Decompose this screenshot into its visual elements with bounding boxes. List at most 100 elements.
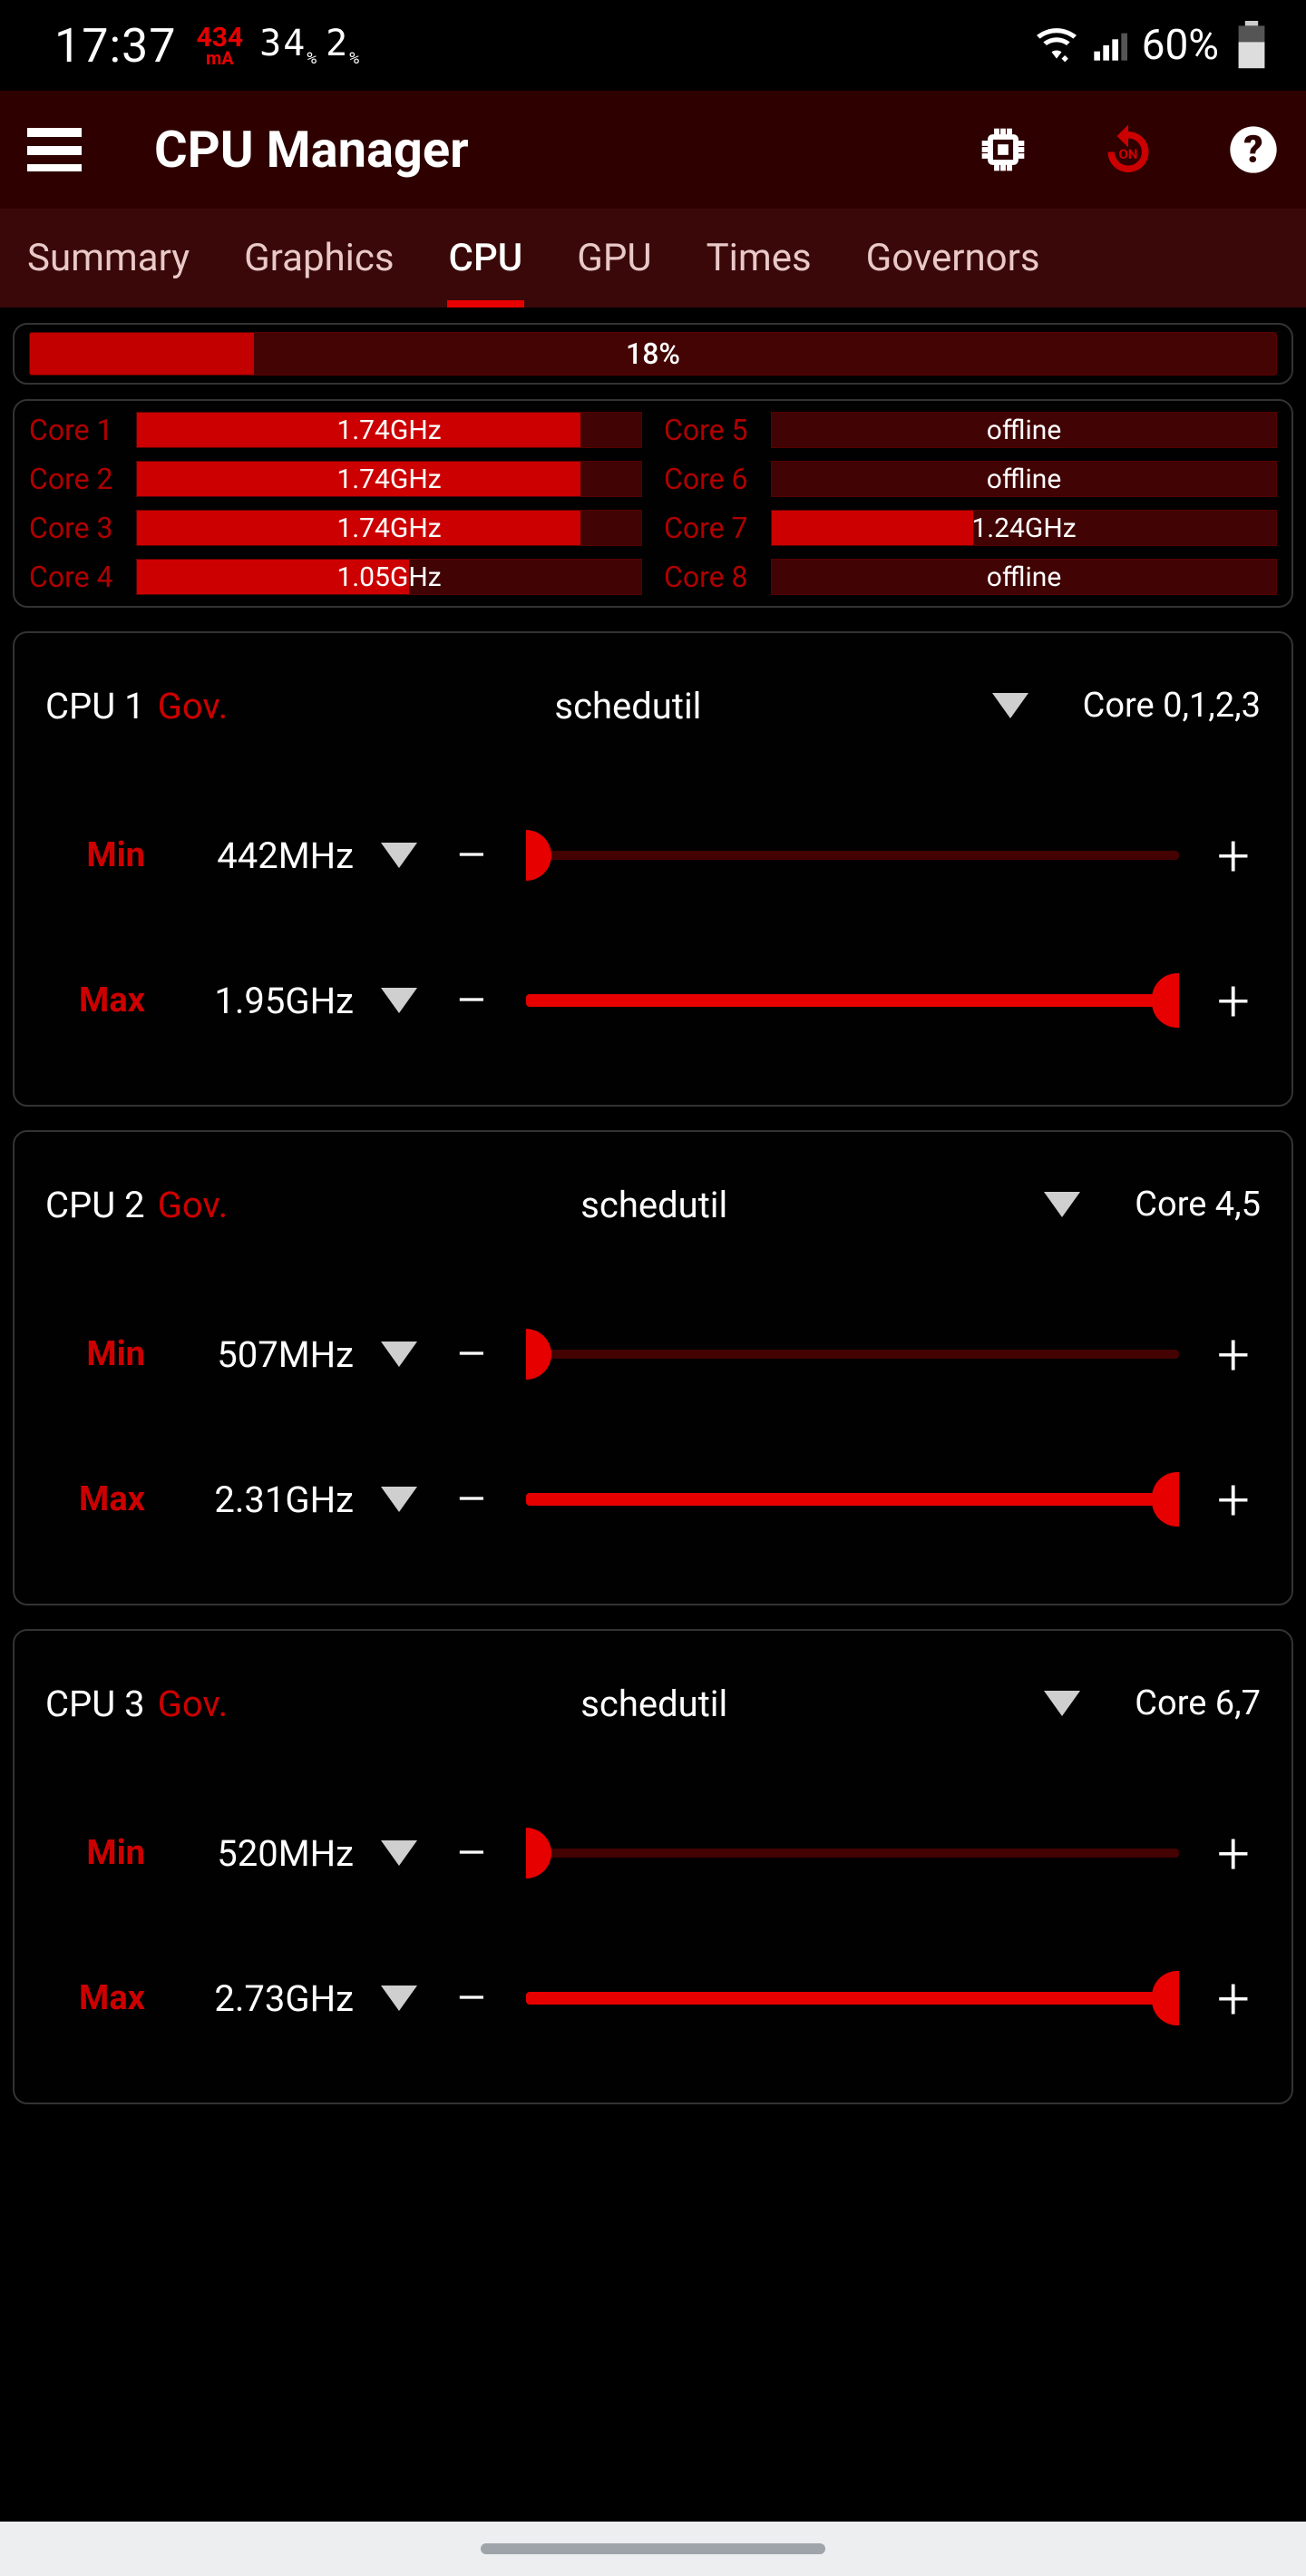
cluster-name: CPU 2	[45, 1184, 145, 1226]
cluster-header: CPU 1Gov.schedutilCore 0,1,2,3	[45, 669, 1261, 742]
max-value[interactable]: 2.73GHz	[172, 1977, 354, 2020]
tab-times[interactable]: Times	[679, 209, 839, 307]
cluster-header: CPU 2Gov.schedutilCore 4,5	[45, 1168, 1261, 1241]
tab-graphics[interactable]: Graphics	[217, 209, 421, 307]
max-label: Max	[45, 981, 145, 1020]
max-value[interactable]: 1.95GHz	[172, 980, 354, 1022]
chevron-down-icon[interactable]	[1044, 1691, 1080, 1716]
core-label: Core 2	[29, 462, 129, 496]
minus-button[interactable]: −	[444, 1820, 499, 1888]
governor-value[interactable]: schedutil	[554, 685, 701, 727]
svg-text:?: ?	[1243, 128, 1262, 172]
plus-button[interactable]: +	[1206, 1820, 1261, 1888]
governor-value[interactable]: schedutil	[580, 1184, 727, 1226]
core-row: Core 71.24GHz	[664, 506, 1277, 550]
wifi-icon	[1037, 25, 1077, 65]
gesture-nav-bar[interactable]	[0, 2522, 1306, 2576]
cluster-cores: Core 6,7	[1135, 1683, 1261, 1723]
chevron-down-icon[interactable]	[992, 693, 1028, 718]
max-slider[interactable]	[526, 1493, 1179, 1506]
max-label: Max	[45, 1479, 145, 1519]
cluster-header: CPU 3Gov.schedutilCore 6,7	[45, 1667, 1261, 1740]
core-bar: 1.74GHz	[136, 461, 642, 497]
core-row: Core 41.05GHz	[29, 555, 642, 599]
core-bar: offline	[771, 559, 1277, 595]
plus-button[interactable]: +	[1206, 1466, 1261, 1534]
core-bar: 1.74GHz	[136, 510, 642, 546]
min-freq-row: Min442MHz−+	[45, 805, 1261, 905]
svg-text:ON: ON	[1119, 146, 1138, 162]
chevron-down-icon[interactable]	[381, 988, 417, 1013]
max-value[interactable]: 2.31GHz	[172, 1478, 354, 1521]
minus-button[interactable]: −	[444, 1965, 499, 2033]
chevron-down-icon[interactable]	[381, 1840, 417, 1866]
max-freq-row: Max 1.95GHz − +	[45, 951, 1261, 1050]
tab-gpu[interactable]: GPU	[550, 209, 678, 307]
cpu-cluster-card: CPU 1Gov.schedutilCore 0,1,2,3Min442MHz−…	[13, 631, 1293, 1107]
minus-button[interactable]: −	[444, 967, 499, 1035]
min-slider[interactable]	[526, 1350, 1179, 1359]
min-value[interactable]: 442MHz	[172, 834, 354, 877]
minus-button[interactable]: −	[444, 1466, 499, 1534]
tab-summary[interactable]: Summary	[0, 209, 217, 307]
status-bar: 17:37 434 mA 34% 2% 60%	[0, 0, 1306, 91]
slider-thumb[interactable]	[1152, 973, 1179, 1028]
governor-value[interactable]: schedutil	[580, 1683, 727, 1725]
app-actions: ON ?	[978, 122, 1279, 177]
slider-thumb[interactable]	[1152, 1971, 1179, 2025]
plus-button[interactable]: +	[1206, 1965, 1261, 2033]
cpu-cluster-card: CPU 3Gov.schedutilCore 6,7Min520MHz−+Max…	[13, 1629, 1293, 2104]
tab-governors[interactable]: Governors	[839, 209, 1067, 307]
slider-thumb[interactable]	[526, 830, 551, 881]
app-title: CPU Manager	[154, 120, 469, 180]
minus-button[interactable]: −	[444, 822, 499, 890]
chevron-down-icon[interactable]	[381, 1342, 417, 1367]
chevron-down-icon[interactable]	[1044, 1192, 1080, 1217]
status-left: 17:37 434 mA 34% 2%	[54, 18, 361, 73]
tab-cpu[interactable]: CPU	[422, 209, 551, 307]
chevron-down-icon[interactable]	[381, 843, 417, 868]
core-label: Core 8	[664, 560, 764, 594]
cpu-cluster-card: CPU 2Gov.schedutilCore 4,5Min507MHz−+Max…	[13, 1130, 1293, 1605]
core-bar-text: offline	[772, 560, 1276, 594]
plus-button[interactable]: +	[1206, 1321, 1261, 1389]
max-slider[interactable]	[526, 1992, 1179, 2005]
max-slider[interactable]	[526, 994, 1179, 1007]
max-freq-row: Max2.73GHz−+	[45, 1948, 1261, 2048]
menu-icon[interactable]	[27, 128, 82, 171]
core-row: Core 21.74GHz	[29, 457, 642, 501]
chevron-down-icon[interactable]	[381, 1487, 417, 1512]
core-bar-text: 1.05GHz	[137, 560, 641, 594]
min-slider[interactable]	[526, 1849, 1179, 1858]
core-bar: offline	[771, 461, 1277, 497]
tab-bar: Summary Graphics CPU GPU Times Governors	[0, 209, 1306, 308]
battery-icon	[1233, 21, 1270, 70]
plus-button[interactable]: +	[1206, 822, 1261, 890]
minus-button[interactable]: −	[444, 1321, 499, 1389]
core-row: Core 8offline	[664, 555, 1277, 599]
core-bar: 1.05GHz	[136, 559, 642, 595]
slider-thumb[interactable]	[1152, 1472, 1179, 1527]
app-bar: CPU Manager ON ?	[0, 91, 1306, 209]
core-label: Core 4	[29, 560, 129, 594]
gesture-pill	[481, 2543, 825, 2554]
min-freq-row: Min520MHz−+	[45, 1803, 1261, 1903]
help-icon[interactable]: ?	[1228, 124, 1279, 175]
min-value[interactable]: 520MHz	[172, 1832, 354, 1875]
chevron-down-icon[interactable]	[381, 1986, 417, 2011]
min-slider[interactable]	[526, 851, 1179, 860]
cluster-cores: Core 4,5	[1135, 1185, 1261, 1225]
core-row: Core 11.74GHz	[29, 408, 642, 452]
core-row: Core 5offline	[664, 408, 1277, 452]
overall-usage-panel: 18%	[13, 323, 1293, 385]
slider-thumb[interactable]	[526, 1828, 551, 1878]
slider-thumb[interactable]	[526, 1329, 551, 1380]
cluster-cores: Core 0,1,2,3	[1083, 686, 1261, 726]
plus-button[interactable]: +	[1206, 967, 1261, 1035]
core-bar-text: 1.24GHz	[772, 511, 1276, 545]
apply-on-boot-icon[interactable]: ON	[1101, 122, 1155, 177]
min-value[interactable]: 507MHz	[172, 1333, 354, 1376]
signal-icon	[1091, 27, 1127, 63]
core-bar: 1.74GHz	[136, 412, 642, 448]
cpu-icon[interactable]	[978, 124, 1028, 175]
